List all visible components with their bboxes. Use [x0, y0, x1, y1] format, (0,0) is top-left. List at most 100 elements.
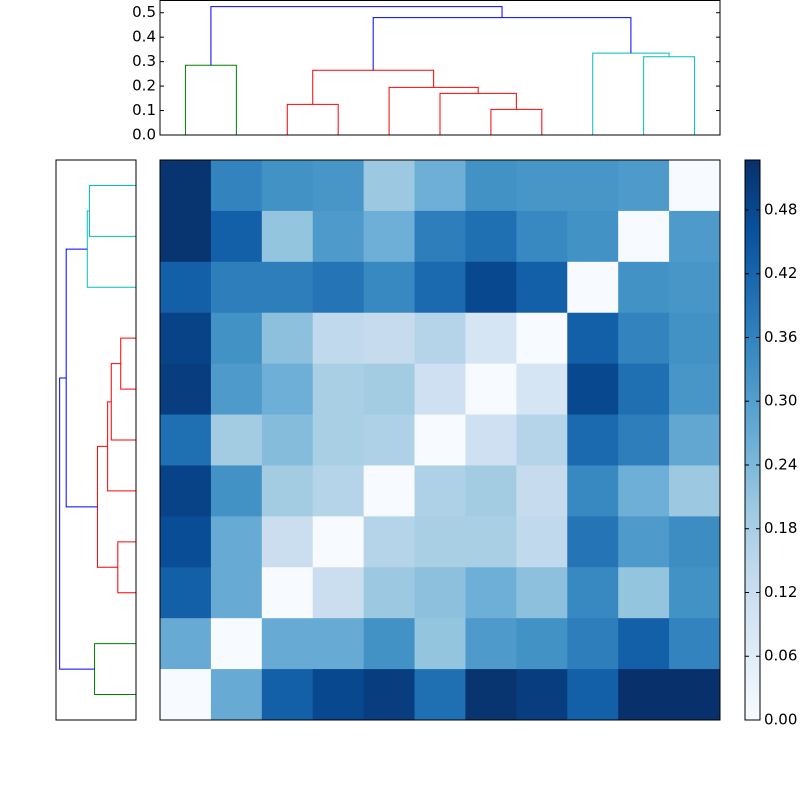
heatmap-cell: [516, 363, 568, 416]
heatmap-cell: [567, 618, 619, 670]
heatmap-cell: [465, 618, 517, 670]
colorbar: [744, 159, 761, 721]
dendrogram-link: [286, 103, 339, 135]
heatmap-cell: [363, 210, 416, 263]
heatmap-cell: [567, 567, 619, 619]
heatmap-cell: [465, 312, 517, 365]
heatmap-cell: [465, 465, 517, 517]
dendrogram-link: [86, 210, 136, 288]
heatmap-cell: [567, 669, 619, 721]
heatmap-cell: [516, 312, 568, 365]
heatmap-cell: [312, 516, 365, 568]
dendrogram-link: [184, 64, 237, 135]
heatmap-cell: [465, 567, 517, 619]
colorbar-tick-label: 0.24: [764, 455, 797, 473]
y-tick-label: 0.0: [132, 126, 156, 144]
dendrogram-link: [312, 69, 435, 105]
heatmap-cell: [465, 669, 517, 721]
heatmap-cell: [160, 465, 212, 517]
heatmap-cell: [567, 210, 619, 263]
heatmap-cell: [160, 516, 212, 568]
heatmap-cell: [669, 669, 721, 721]
heatmap-cell: [160, 210, 212, 263]
heatmap-cell: [160, 261, 212, 314]
heatmap-cell: [669, 210, 721, 263]
heatmap-cell: [414, 669, 466, 721]
colorbar-tick-label: 0.36: [764, 328, 797, 346]
heatmap-cell: [567, 312, 619, 365]
heatmap-cell: [210, 567, 263, 619]
heatmap-cell: [160, 618, 212, 670]
heatmap-cell: [414, 516, 466, 568]
dendrogram-link: [643, 56, 696, 135]
heatmap-cell: [261, 414, 314, 466]
heatmap-cell: [516, 618, 568, 670]
heatmap-cell: [414, 465, 466, 517]
dendrogram-link: [117, 541, 136, 594]
colorbar-tick-label: 0.00: [764, 711, 797, 729]
heatmap-cell: [312, 363, 365, 416]
dendrogram-link: [59, 377, 95, 670]
heatmap-cell: [516, 669, 568, 721]
heatmap-cell: [312, 312, 365, 365]
heatmap-cell: [567, 363, 619, 416]
heatmap-cell: [210, 465, 263, 517]
dendrogram-link: [210, 6, 503, 66]
heatmap-cell: [160, 414, 212, 466]
heatmap-cell: [261, 210, 314, 263]
heatmap-cell: [261, 465, 314, 517]
heatmap-cell: [618, 414, 670, 466]
colorbar-tick-label: 0.18: [764, 519, 797, 537]
heatmap-cell: [160, 363, 212, 416]
heatmap-cell: [669, 465, 721, 517]
heatmap-cell: [261, 516, 314, 568]
heatmap-cell: [618, 669, 670, 721]
heatmap-cell: [465, 516, 517, 568]
heatmap-cell: [414, 312, 466, 365]
heatmap-cell: [363, 312, 416, 365]
heatmap-cell: [618, 210, 670, 263]
dendrogram-link: [110, 363, 136, 441]
heatmap-cell: [160, 669, 212, 721]
heatmap-cell: [465, 210, 517, 263]
heatmap-cell: [414, 210, 466, 263]
heatmap-frame: [159, 159, 721, 721]
dendrogram-link: [592, 52, 670, 135]
dendrogram-link: [120, 337, 136, 390]
heatmap-cell: [261, 312, 314, 365]
dendrogram-frame: [159, 0, 721, 136]
heatmap-cell: [210, 414, 263, 466]
heatmap-cell: [312, 567, 365, 619]
heatmap-cell: [363, 669, 416, 721]
dendrogram-link: [490, 108, 543, 135]
heatmap-cell: [567, 160, 619, 212]
dendrogram-link: [88, 184, 136, 237]
heatmap-cell: [567, 516, 619, 568]
colorbar-tick-label: 0.06: [764, 647, 797, 665]
heatmap-cell: [363, 567, 416, 619]
heatmap-cell: [210, 160, 263, 212]
heatmap-cell: [312, 210, 365, 263]
heatmap-cell: [363, 414, 416, 466]
heatmap-cell: [669, 312, 721, 365]
heatmap-cell: [414, 567, 466, 619]
heatmap-cell: [261, 363, 314, 416]
heatmap-cell: [261, 160, 314, 212]
heatmap-cell: [618, 618, 670, 670]
heatmap-cell: [465, 414, 517, 466]
dendrogram-link: [107, 401, 136, 492]
heatmap-cell: [210, 618, 263, 670]
heatmap-cell: [516, 516, 568, 568]
heatmap-cell: [261, 567, 314, 619]
heatmap-cell: [363, 618, 416, 670]
heatmap-cell: [312, 414, 365, 466]
heatmap-cell: [618, 160, 670, 212]
heatmap-cell: [618, 567, 670, 619]
dendrogram-link: [94, 643, 136, 696]
heatmap-cell: [567, 261, 619, 314]
heatmap-cell: [261, 618, 314, 670]
heatmap-cell: [210, 363, 263, 416]
heatmap-cell: [567, 465, 619, 517]
heatmap-cell: [669, 363, 721, 416]
heatmap-cell: [414, 160, 466, 212]
